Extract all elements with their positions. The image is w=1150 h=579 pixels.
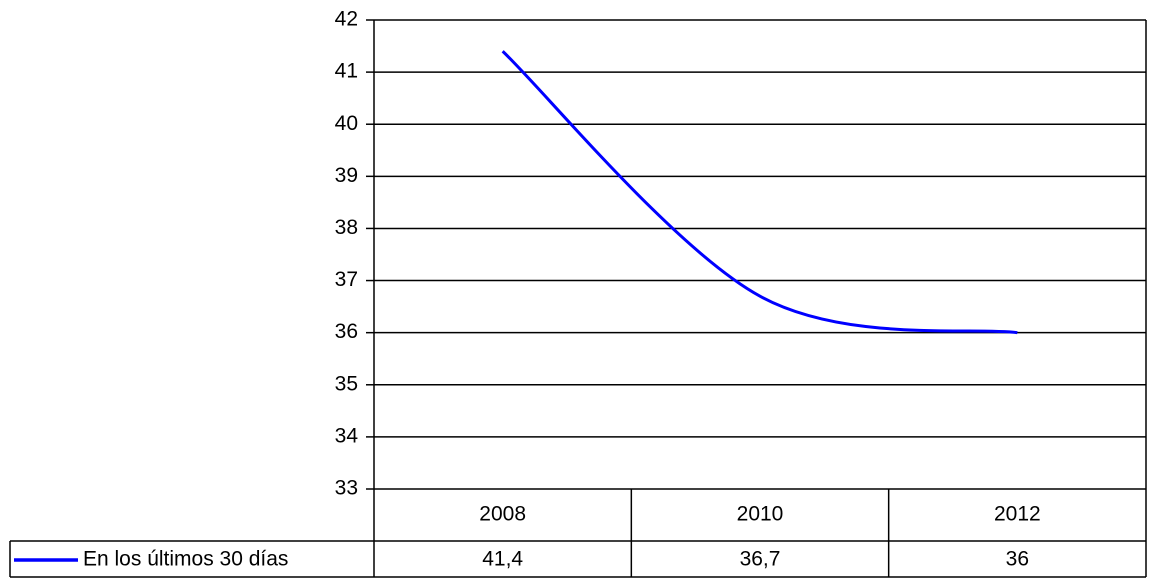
legend-label: En los últimos 30 días <box>83 548 288 571</box>
y-tick-label: 35 <box>335 372 358 395</box>
table-value: 41,4 <box>482 548 523 571</box>
y-tick-label: 41 <box>335 60 358 83</box>
x-tick-label: 2008 <box>479 503 526 526</box>
y-tick-label: 37 <box>335 268 358 291</box>
data-line <box>501 50 1018 335</box>
y-tick-label: 40 <box>335 112 358 135</box>
y-tick-label: 38 <box>335 216 358 239</box>
y-tick-label: 33 <box>335 477 358 500</box>
table-value: 36 <box>1006 548 1029 571</box>
table-value: 36,7 <box>740 548 781 571</box>
y-tick-label: 42 <box>335 8 358 31</box>
y-tick-label: 36 <box>335 320 358 343</box>
y-tick-label: 39 <box>335 164 358 187</box>
x-tick-label: 2010 <box>737 503 784 526</box>
x-tick-label: 2012 <box>994 503 1041 526</box>
y-tick-label: 34 <box>335 424 359 447</box>
